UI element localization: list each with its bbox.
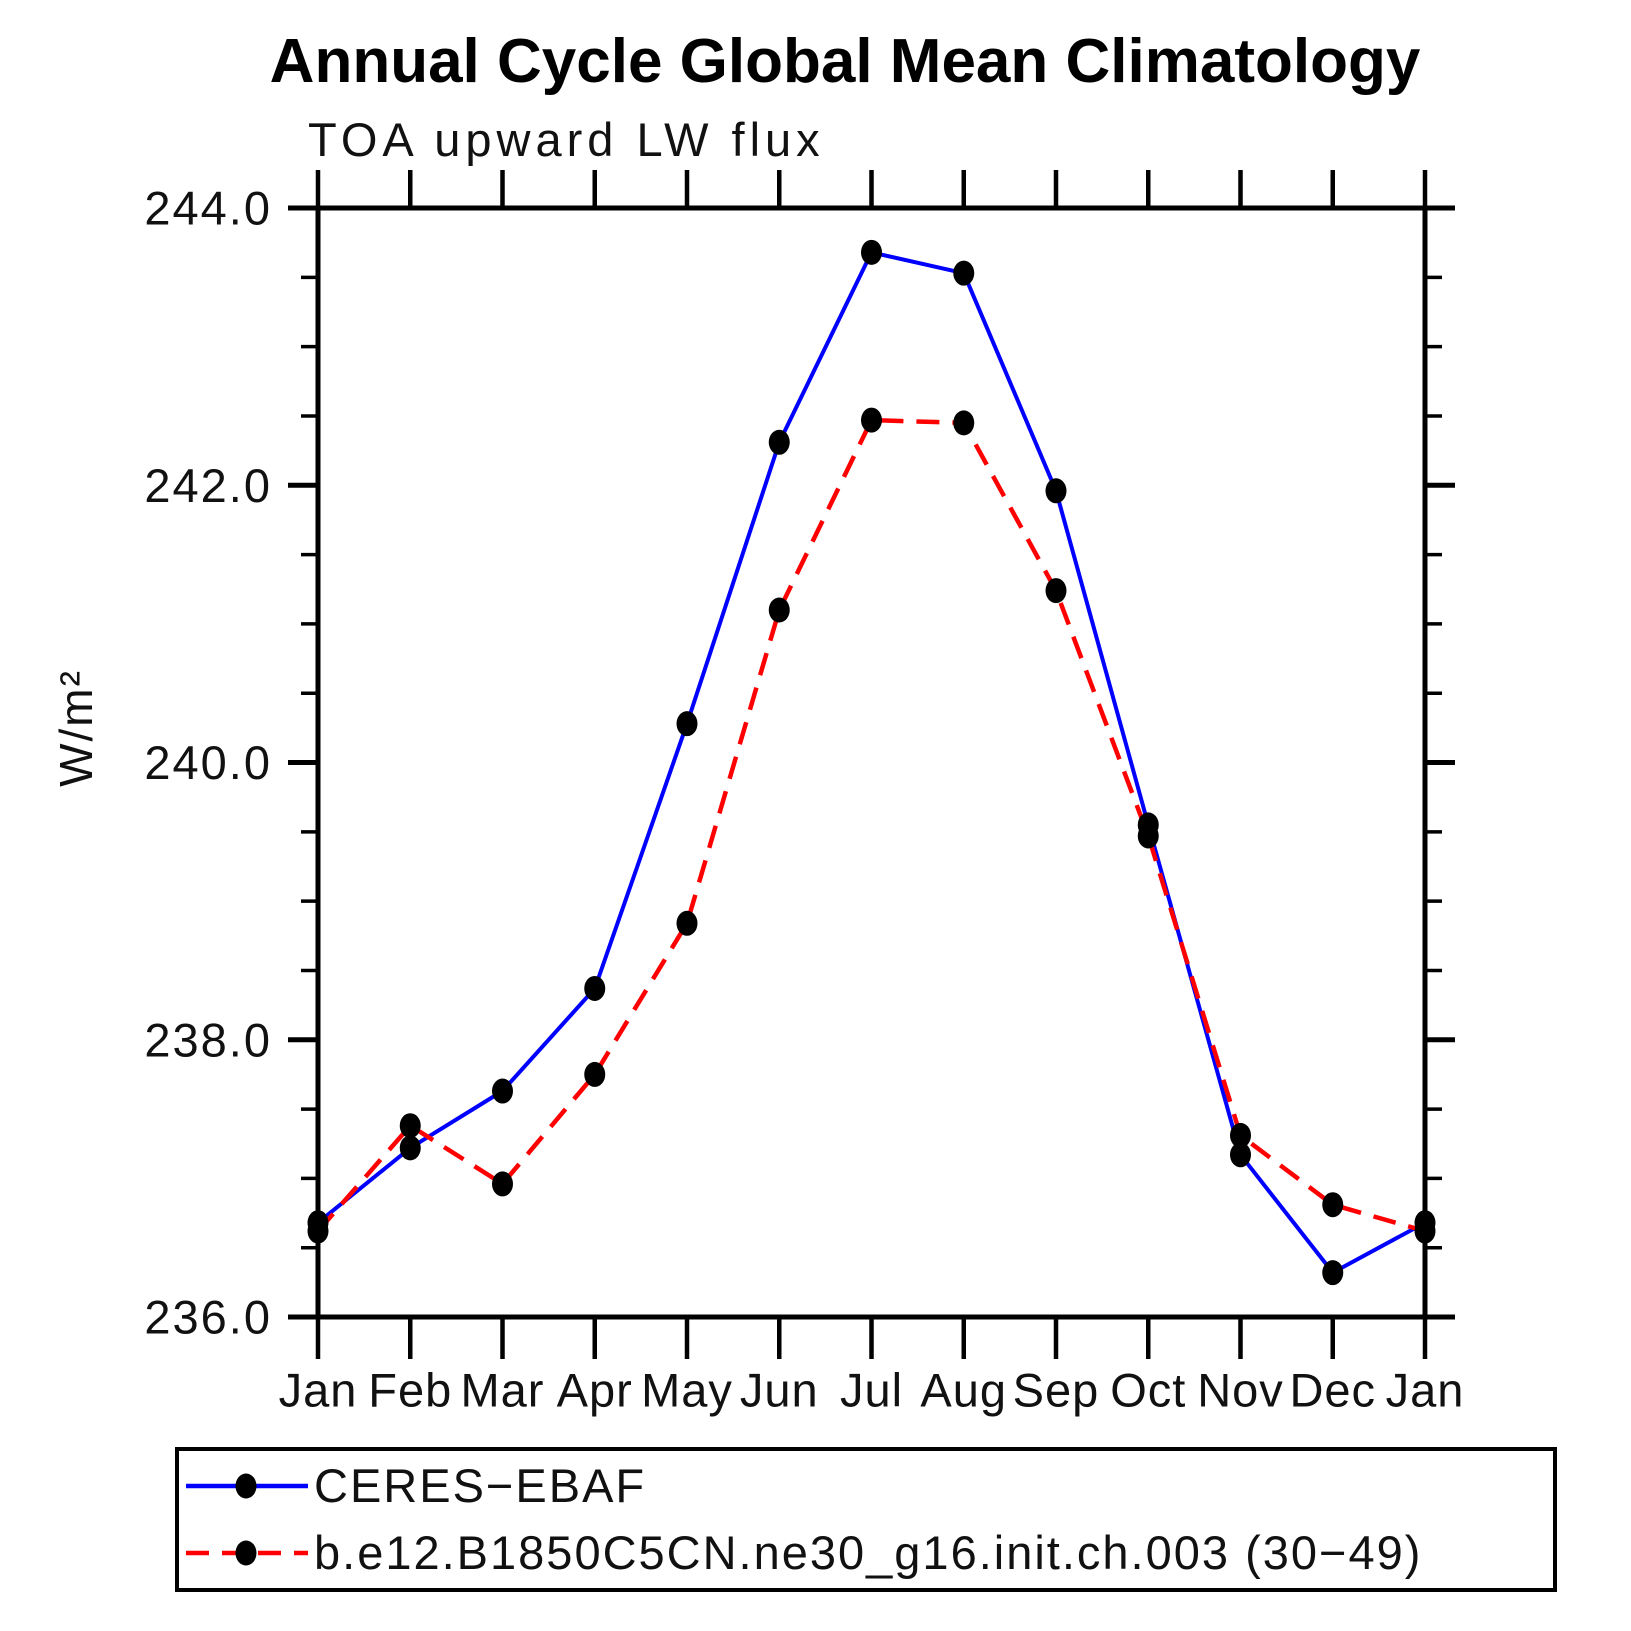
data-marker-s0 bbox=[399, 1135, 421, 1161]
month-label: Sep bbox=[1013, 1364, 1100, 1417]
data-marker-s0 bbox=[1045, 478, 1067, 504]
month-label: Feb bbox=[368, 1364, 452, 1417]
series-line-0 bbox=[316, 250, 1426, 1275]
data-marker-s1 bbox=[676, 910, 698, 936]
legend-marker bbox=[235, 1473, 257, 1499]
month-label: Jan bbox=[279, 1364, 358, 1417]
month-label: Jul bbox=[840, 1364, 903, 1417]
data-marker-s0 bbox=[584, 975, 606, 1001]
data-marker-s0 bbox=[1322, 1260, 1344, 1286]
data-marker-s1 bbox=[492, 1171, 513, 1197]
chart-subtitle: TOA upward LW flux bbox=[308, 113, 825, 166]
data-marker-s1 bbox=[861, 407, 882, 433]
data-marker-s1 bbox=[953, 410, 975, 436]
y-tick-label: 244.0 bbox=[144, 182, 272, 235]
legend-line-sample-model bbox=[186, 1540, 308, 1566]
legend-row-ceres: CERES−EBAF bbox=[184, 1459, 647, 1512]
month-label: Jan bbox=[1386, 1364, 1465, 1417]
y-tick-label: 242.0 bbox=[144, 459, 272, 512]
data-marker-s1 bbox=[1137, 823, 1159, 849]
series-line-1 bbox=[316, 417, 1426, 1234]
data-marker-s1 bbox=[768, 597, 790, 623]
month-label: Aug bbox=[920, 1364, 1007, 1417]
data-marker-s1 bbox=[1322, 1192, 1344, 1218]
plot-border bbox=[315, 205, 1428, 1320]
month-label: Dec bbox=[1289, 1364, 1376, 1417]
y-tick-label: 240.0 bbox=[144, 736, 272, 789]
y-tick-label: 236.0 bbox=[144, 1291, 272, 1344]
data-marker-s0 bbox=[1230, 1142, 1251, 1168]
data-marker-s0 bbox=[861, 239, 882, 265]
data-marker-s1 bbox=[307, 1218, 329, 1244]
legend: CERES−EBAF b.e12.B1850C5CN.ne30_g16.init… bbox=[175, 1447, 1557, 1592]
data-marker-s1 bbox=[1045, 578, 1067, 604]
chart-title: Annual Cycle Global Mean Climatology bbox=[269, 27, 1421, 96]
data-marker-s1 bbox=[1414, 1218, 1436, 1244]
legend-row-model: b.e12.B1850C5CN.ne30_g16.init.ch.003 (30… bbox=[184, 1526, 1423, 1579]
data-marker-s0 bbox=[953, 260, 975, 286]
month-label: Nov bbox=[1197, 1364, 1284, 1417]
data-marker-s1 bbox=[399, 1113, 421, 1139]
data-marker-s1 bbox=[584, 1061, 606, 1087]
data-marker-s1 bbox=[1230, 1122, 1251, 1148]
month-label: Mar bbox=[461, 1364, 545, 1417]
month-label: Oct bbox=[1110, 1364, 1186, 1417]
month-label: May bbox=[641, 1364, 733, 1417]
y-tick-label: 238.0 bbox=[144, 1013, 272, 1066]
month-label: Jun bbox=[740, 1364, 819, 1417]
legend-marker bbox=[235, 1540, 257, 1566]
legend-line-sample-ceres bbox=[186, 1473, 308, 1499]
data-marker-s0 bbox=[492, 1078, 513, 1104]
data-marker-s0 bbox=[768, 429, 790, 455]
month-label: Apr bbox=[557, 1364, 633, 1417]
data-marker-s0 bbox=[676, 711, 698, 737]
legend-label-model: b.e12.B1850C5CN.ne30_g16.init.ch.003 (30… bbox=[314, 1526, 1423, 1579]
legend-label-ceres: CERES−EBAF bbox=[314, 1459, 647, 1512]
